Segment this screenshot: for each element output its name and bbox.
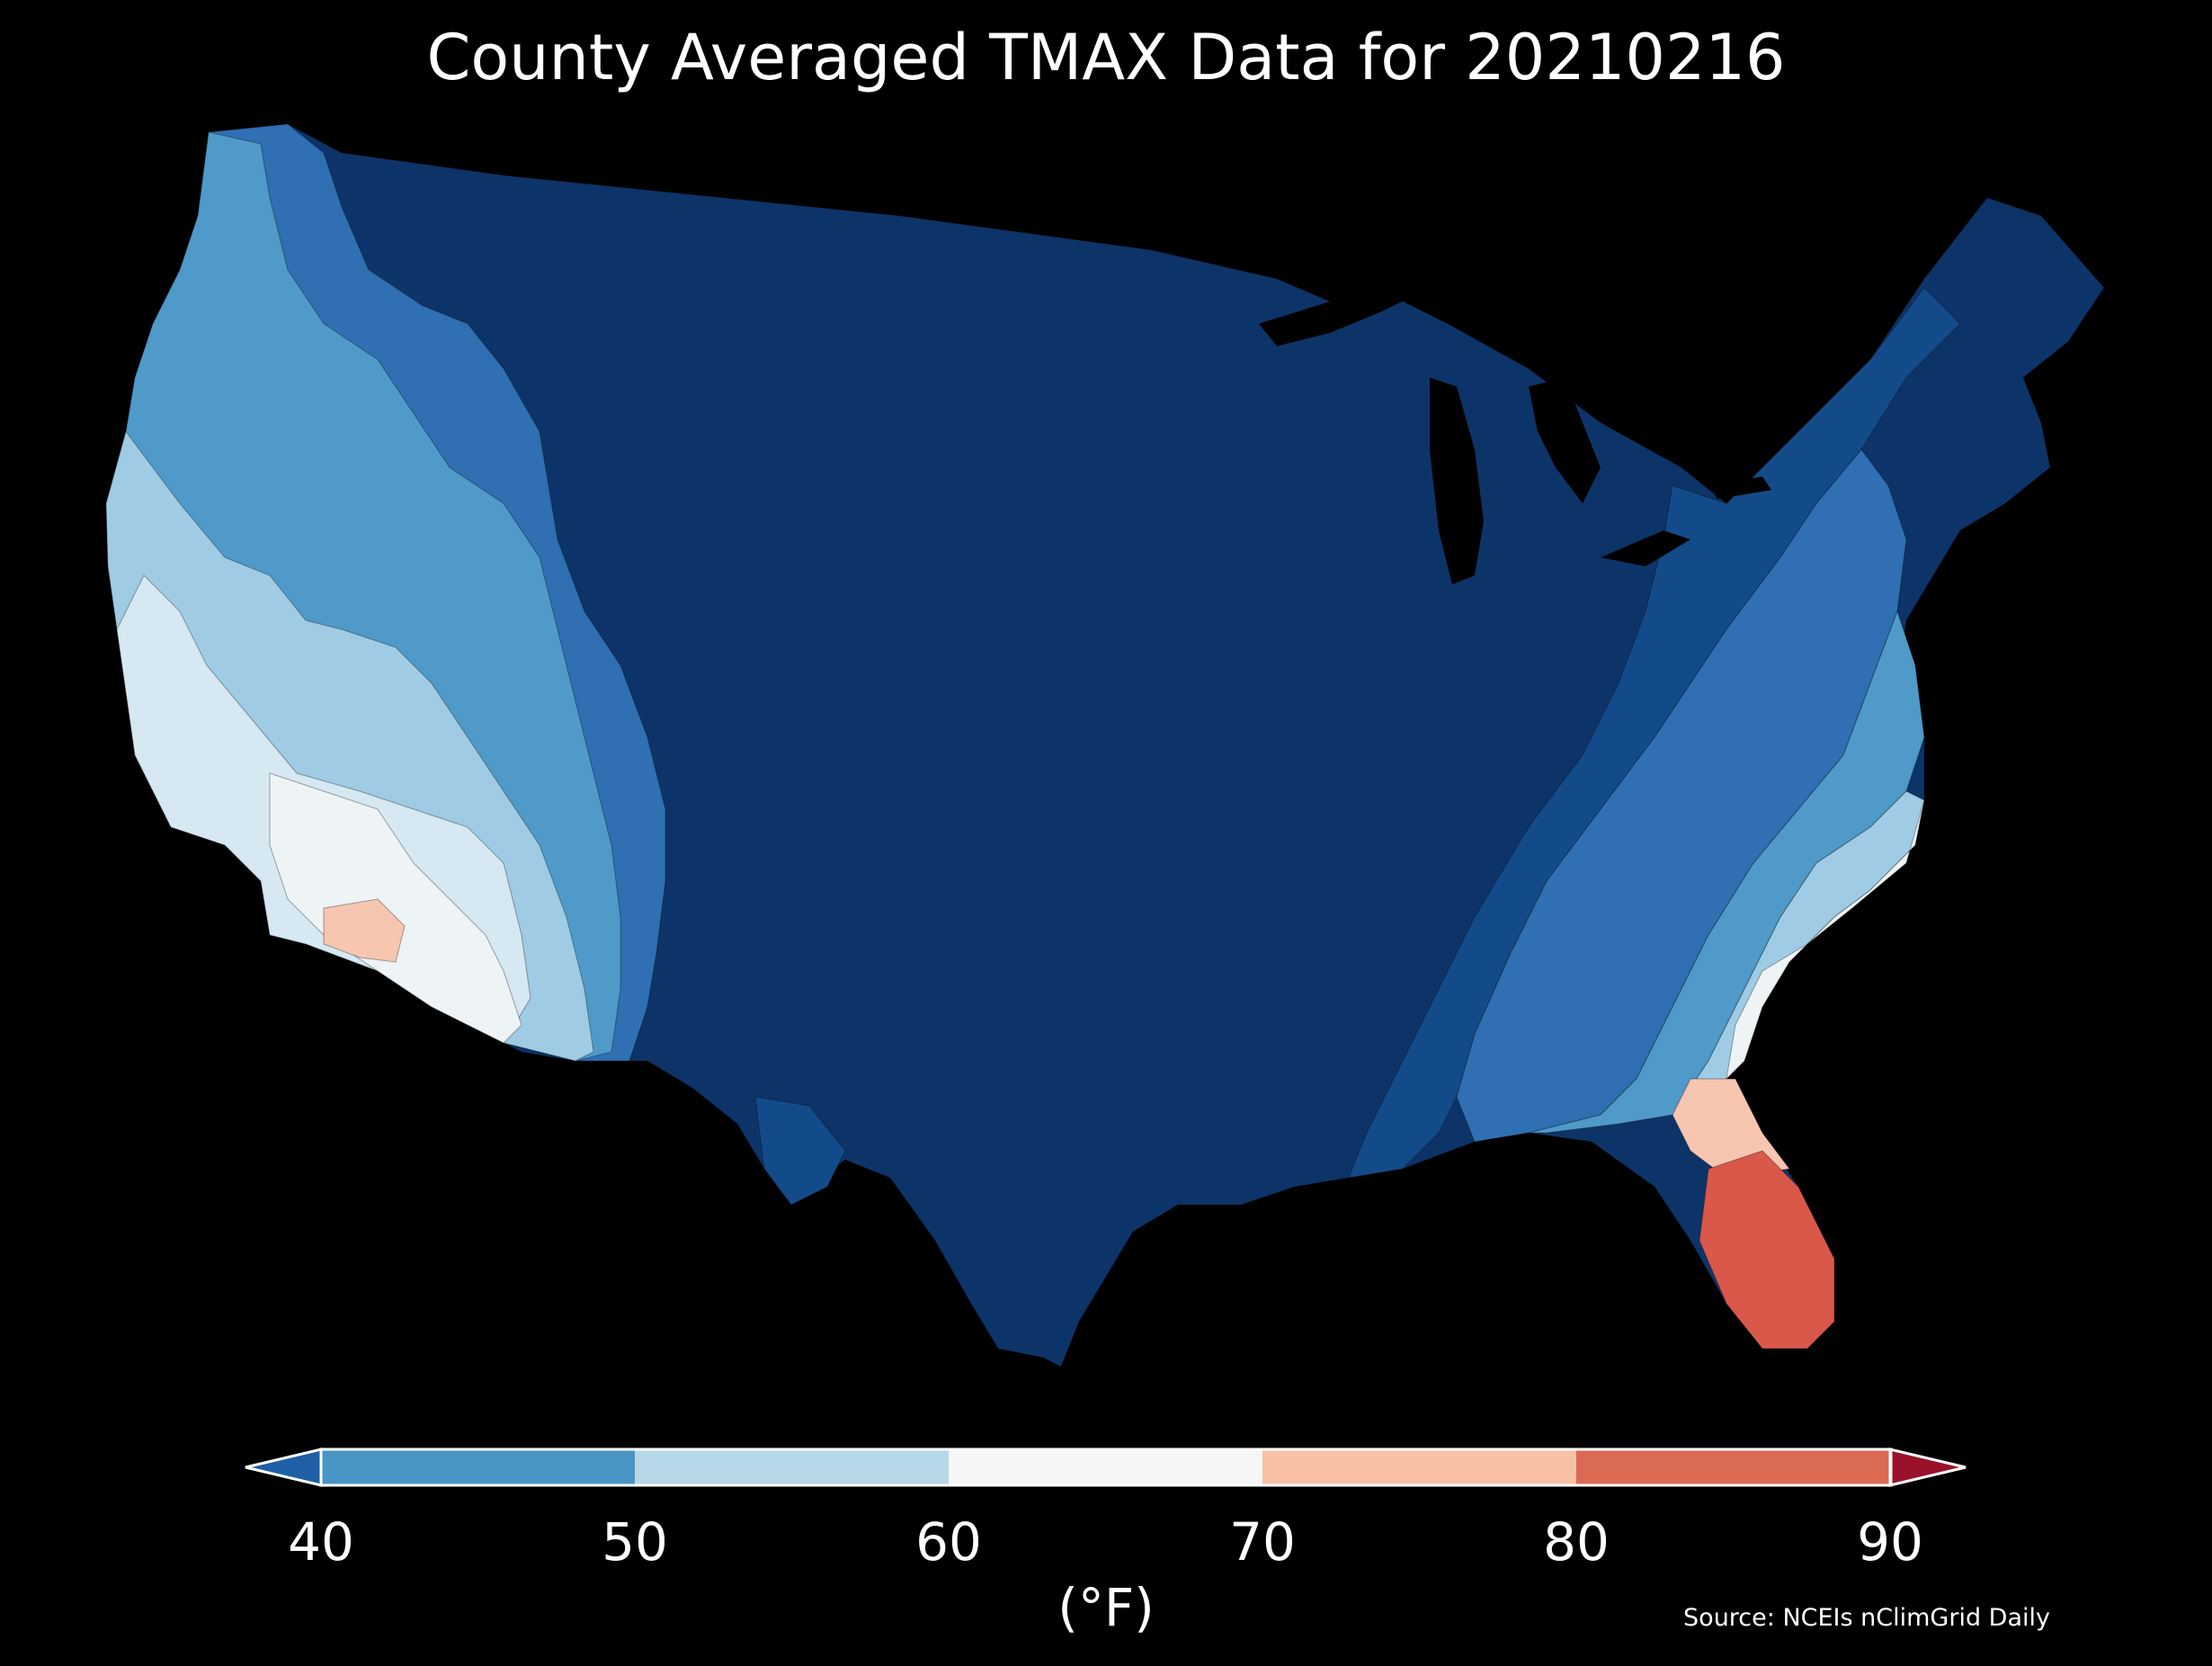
colorbar-segment-50-60 — [635, 1449, 949, 1485]
colorbar-segment-60-70 — [949, 1449, 1262, 1485]
region-seventies-az — [323, 898, 406, 963]
colorbar-segment-70-80 — [1262, 1449, 1576, 1485]
region-cold-tx — [754, 1096, 846, 1206]
colorbar-segments — [245, 1448, 1967, 1487]
gulf-of-mexico — [1061, 1133, 1690, 1439]
region-sixties-sw — [269, 772, 522, 1044]
map-title: County Averaged TMAX Data for 20210216 — [426, 21, 1786, 94]
colorbar-outline — [319, 1448, 1893, 1487]
lake-huron — [1529, 378, 1601, 503]
lake-michigan — [1430, 378, 1484, 584]
tick-label-40: 40 — [288, 1511, 354, 1572]
colorbar-extend-high — [1888, 1448, 1967, 1487]
colorbar-extend-low — [245, 1448, 323, 1487]
lake-erie — [1601, 530, 1690, 566]
tick-label-70: 70 — [1229, 1511, 1296, 1572]
region-eighties-fl — [1699, 1150, 1835, 1350]
tick-label-80: 80 — [1543, 1511, 1610, 1572]
colorbar-segment-40-50 — [321, 1449, 635, 1485]
tick-label-50: 50 — [602, 1511, 668, 1572]
colorbar-unit-label: (°F) — [1057, 1577, 1155, 1638]
colorbar-segment-80-90 — [1576, 1449, 1890, 1485]
tick-label-60: 60 — [915, 1511, 982, 1572]
lake-ontario — [1708, 477, 1771, 499]
tick-label-90: 90 — [1857, 1511, 1923, 1572]
source-credit: Source: NCEIs nClimGrid Daily — [1683, 1604, 2050, 1632]
lake-superior — [1259, 279, 1421, 346]
